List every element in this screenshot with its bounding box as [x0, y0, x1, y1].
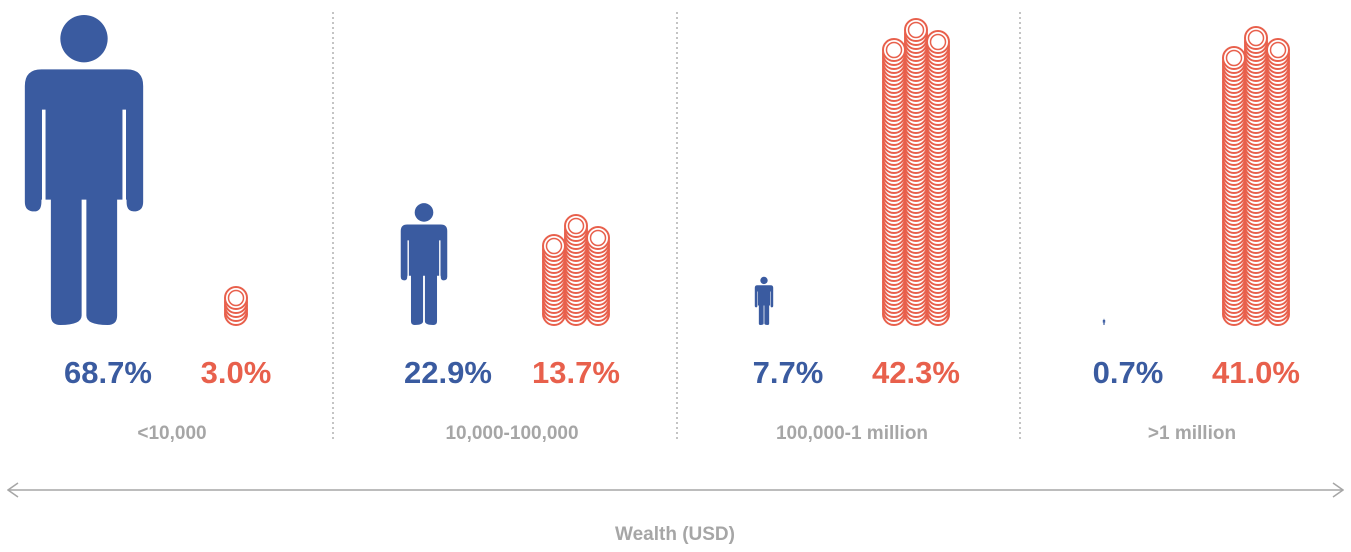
- coin-face: [1225, 49, 1243, 67]
- person-icon: [754, 276, 774, 326]
- value-label: 41.0%: [1212, 355, 1300, 390]
- person-head: [414, 203, 434, 222]
- person-body: [400, 224, 448, 325]
- category-label: <10,000: [137, 423, 206, 444]
- coin-face: [929, 33, 947, 51]
- value-label: 3.0%: [201, 355, 272, 390]
- person-head: [760, 276, 768, 285]
- coin-face: [1247, 29, 1265, 47]
- value-label: 68.7%: [64, 355, 152, 390]
- coin-face: [567, 217, 585, 235]
- value-label: 7.7%: [753, 355, 824, 390]
- x-axis-label: Wealth (USD): [615, 524, 735, 545]
- person-body: [24, 69, 144, 325]
- coin-face: [1269, 41, 1287, 59]
- value-label: 0.7%: [1093, 355, 1164, 390]
- coin-stacks: [1222, 26, 1290, 326]
- category-label: >1 million: [1148, 423, 1236, 444]
- person-icon: [1102, 318, 1106, 325]
- category-label: 10,000-100,000: [445, 423, 578, 444]
- value-label: 22.9%: [404, 355, 492, 390]
- coin-face: [227, 289, 245, 307]
- person-head: [1103, 318, 1105, 320]
- coin-face: [907, 21, 925, 39]
- person-icon: [400, 203, 448, 325]
- value-label: 42.3%: [872, 355, 960, 390]
- coin-stacks: [882, 18, 950, 326]
- coin-face: [589, 229, 607, 247]
- coin-face: [545, 237, 563, 255]
- coin-stacks: [542, 214, 610, 326]
- coin-face: [885, 41, 903, 59]
- person-body: [754, 285, 774, 326]
- person-body: [1102, 319, 1106, 325]
- category-label: 100,000-1 million: [776, 423, 928, 444]
- person-head: [60, 15, 108, 63]
- coin-stacks: [224, 286, 248, 326]
- value-label: 13.7%: [532, 355, 620, 390]
- person-icon: [24, 15, 144, 325]
